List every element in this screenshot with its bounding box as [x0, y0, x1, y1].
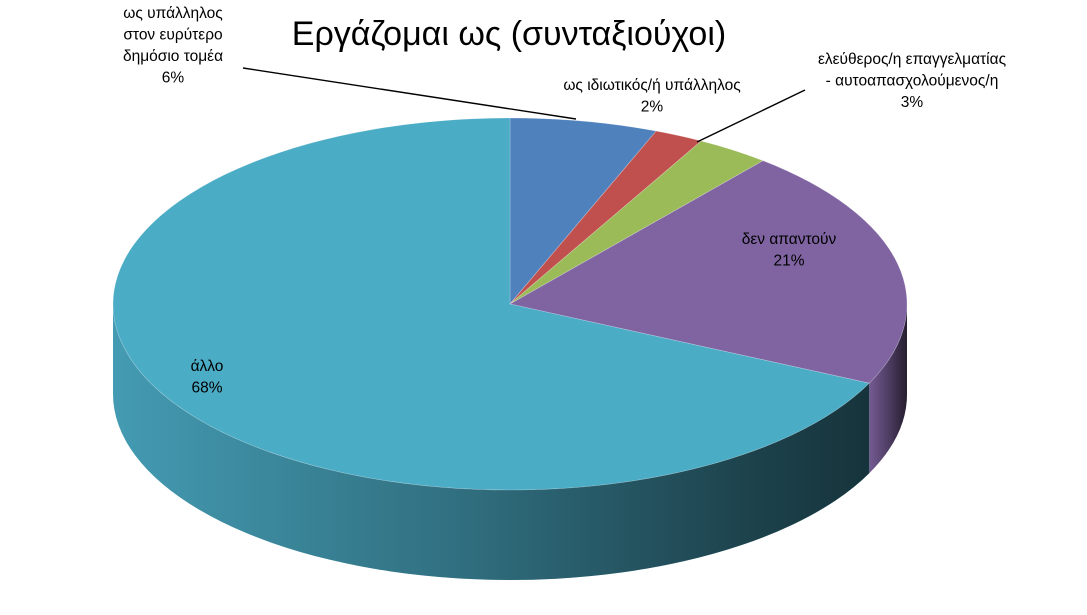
slice-value-ws-idiotikos: 2%	[641, 99, 664, 116]
slice-label-allo: άλλο	[191, 358, 224, 375]
slice-side-shade-allo	[113, 304, 870, 580]
slice-eleftheros	[509, 140, 764, 305]
slice-den-apantoun	[509, 160, 908, 384]
slice-side-shade-den-apantoun	[869, 304, 907, 474]
slice-value-den-apantoun: 21%	[773, 253, 804, 270]
slice-label-ws-ypallilos: δημόσιο τομέα	[123, 48, 223, 65]
chart-title: Εργάζομαι ως (συνταξιούχοι)	[292, 15, 726, 53]
slice-value-eleftheros: 3%	[901, 94, 924, 111]
pie-slices	[112, 117, 908, 491]
slice-label-eleftheros: ελεύθερος/η επαγγελματίας	[818, 51, 1006, 68]
slice-ws-idiotikos	[509, 130, 702, 305]
slice-label-den-apantoun: δεν απαντούν	[742, 231, 837, 248]
leader-ws-ypallilos	[242, 67, 577, 120]
slice-label-ws-idiotikos: ως ιδιωτικός/ή υπάλληλος	[563, 77, 740, 94]
slice-label-eleftheros: - αυτοαπασχολούμενος/η	[826, 73, 999, 90]
slice-labels: ως υπάλληλος στον ευρύτερο δημόσιο τομέα 6%…	[123, 5, 1006, 397]
leader-lines	[242, 67, 806, 143]
slice-value-ws-ypallilos: 6%	[162, 70, 185, 87]
slice-allo	[112, 117, 870, 491]
slice-label-ws-ypallilos: στον ευρύτερο	[123, 27, 222, 44]
leader-eleftheros	[696, 89, 806, 143]
pie-sides	[113, 304, 907, 580]
slice-ws-ypallilos	[509, 117, 657, 305]
slice-value-allo: 68%	[191, 380, 222, 397]
slice-label-ws-ypallilos: ως υπάλληλος	[123, 5, 223, 22]
